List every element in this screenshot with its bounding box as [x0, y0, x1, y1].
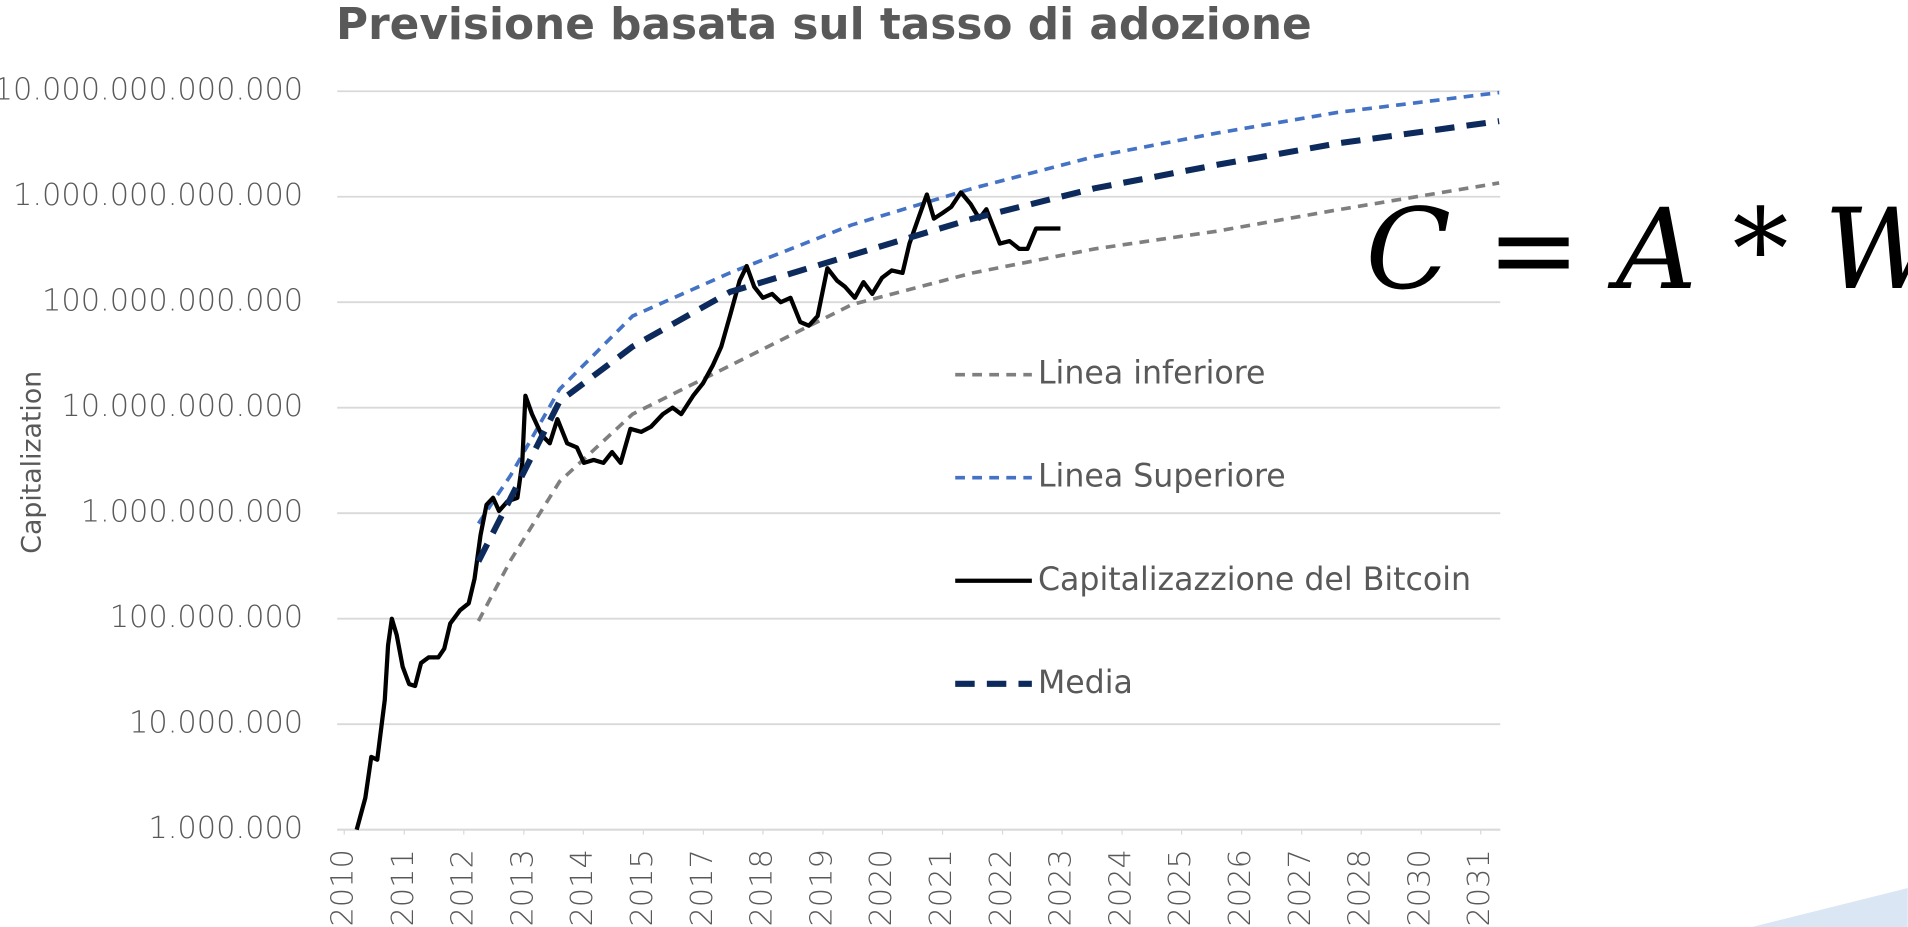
x-tick-label: 2031	[1462, 849, 1497, 926]
x-tick-label: 2018	[744, 849, 779, 926]
chart-title: Previsione basata sul tasso di adozione	[336, 0, 1312, 50]
y-tick-label: 10.000.000	[129, 706, 303, 741]
legend-label: Linea Superiore	[1038, 459, 1286, 495]
legend-label: Media	[1038, 665, 1133, 701]
x-tick-label: 2024	[1104, 849, 1139, 926]
x-tick-label: 2017	[685, 849, 720, 926]
y-tick-label: 1.000.000	[148, 811, 303, 846]
y-tick-label: 10.000.000.000.000	[0, 73, 303, 108]
x-tick-label: 2027	[1283, 849, 1318, 926]
x-tick-label: 2021	[924, 849, 959, 926]
x-tick-label: 2010	[326, 849, 361, 926]
x-tick-label: 2023	[1044, 849, 1079, 926]
legend-label: Linea inferiore	[1038, 356, 1266, 392]
x-tick-label: 2019	[804, 849, 839, 926]
x-tick-label: 2028	[1343, 849, 1378, 926]
y-tick-label: 1.000.000.000.000	[13, 178, 303, 213]
x-tick-label: 2012	[445, 849, 480, 926]
x-tick-label: 2025	[1163, 849, 1198, 926]
x-tick-label: 2022	[984, 849, 1019, 926]
x-tick-label: 2014	[565, 849, 600, 926]
decoration	[1752, 888, 1908, 927]
legend-label: Capitalizazzione del Bitcoin	[1038, 562, 1471, 598]
y-tick-label: 10.000.000.000	[61, 389, 303, 424]
series-line	[476, 90, 1500, 525]
x-tick-label: 2013	[505, 849, 540, 926]
x-tick-label: 2030	[1403, 849, 1438, 926]
y-axis-label: Capitalization	[17, 371, 48, 554]
y-tick-label: 1.000.000.000	[81, 495, 303, 530]
series-line	[476, 181, 1500, 622]
formula: C = A * W	[1366, 185, 1908, 315]
series-line	[475, 118, 1500, 563]
x-tick-label: 2015	[625, 849, 660, 926]
x-tick-label: 2026	[1223, 849, 1258, 926]
x-tick-label: 2020	[864, 849, 899, 926]
y-tick-label: 100.000.000.000	[42, 284, 303, 319]
series-line	[354, 190, 1061, 831]
y-tick-label: 100.000.000	[110, 600, 303, 635]
x-tick-label: 2011	[386, 849, 421, 926]
